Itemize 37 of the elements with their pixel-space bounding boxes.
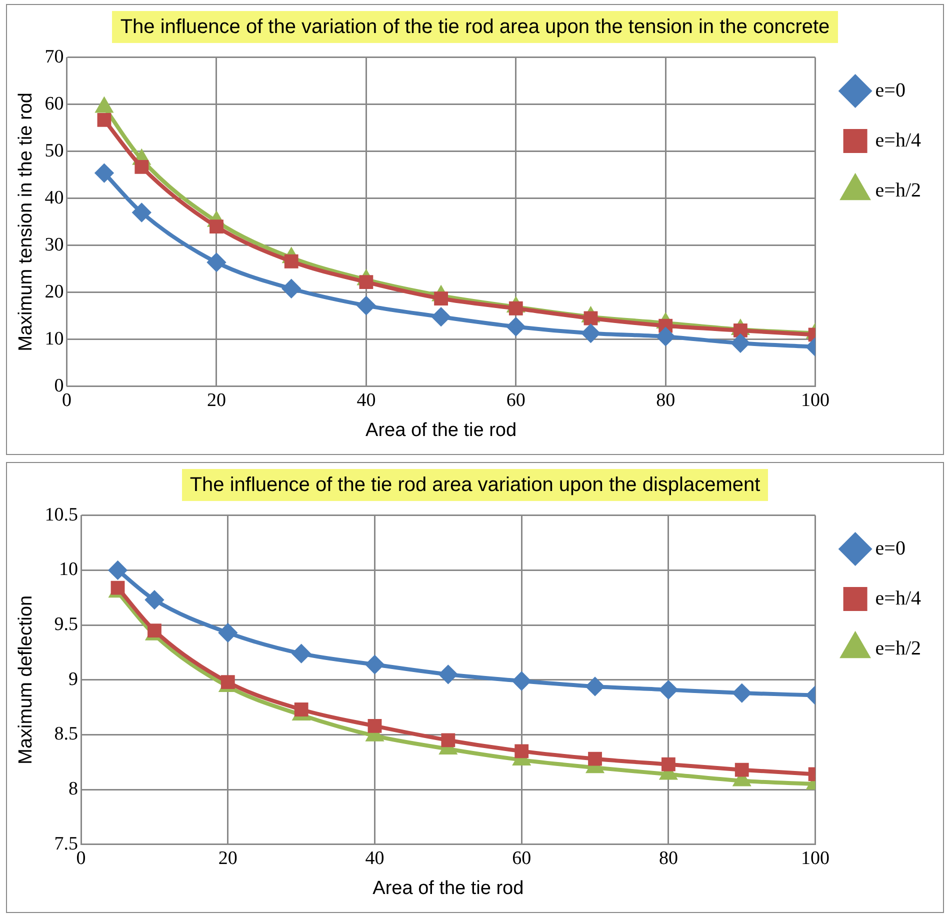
y-tick-label: 9 [68,668,78,690]
y-axis-title: Maximum deflection [16,595,37,764]
x-tick-label: 60 [506,390,526,411]
y-tick-label: 60 [44,93,64,114]
y-tick-label: 10.5 [44,504,78,526]
x-tick-label: 40 [365,848,384,869]
y-tick-label: 10 [44,328,64,350]
y-tick-label: 0 [54,375,64,396]
legend-label: e=h/4 [875,129,922,152]
y-tick-label: 8.5 [54,724,78,745]
y-tick-label: 50 [44,140,64,162]
y-tick-label: 20 [44,281,64,302]
y-tick-label: 7.5 [54,833,78,854]
x-tick-label: 100 [801,390,830,411]
y-tick-label: 70 [44,46,64,68]
x-tick-label: 100 [801,848,830,869]
legend-label: e=h/2 [875,179,922,202]
y-tick-label: 9.5 [54,614,78,636]
x-tick-label: 80 [656,390,676,411]
chart-title: The influence of the variation of the tie rod area upon the tension in the concrete [112,11,838,43]
y-tick-label: 8 [68,778,78,800]
x-tick-label: 40 [356,390,376,411]
x-tick-label: 60 [512,848,532,869]
x-tick-label: 20 [218,848,238,869]
y-axis-title: Maximum tension in the tie rod [16,92,37,352]
legend-label: e=0 [875,79,906,102]
legend-label: e=h/4 [875,587,922,610]
x-tick-label: 80 [658,848,678,869]
y-tick-label: 30 [44,234,64,256]
chart-title: The influence of the tie rod area variation upon the displacement [182,469,768,501]
y-tick-label: 10 [59,559,78,580]
y-tick-label: 40 [44,187,64,208]
x-axis-title: Area of the tie rod [372,878,524,899]
x-axis-title: Area of the tie rod [366,420,517,441]
x-tick-label: 20 [206,390,226,411]
legend-label: e=h/2 [875,637,922,660]
legend-label: e=0 [875,537,906,560]
